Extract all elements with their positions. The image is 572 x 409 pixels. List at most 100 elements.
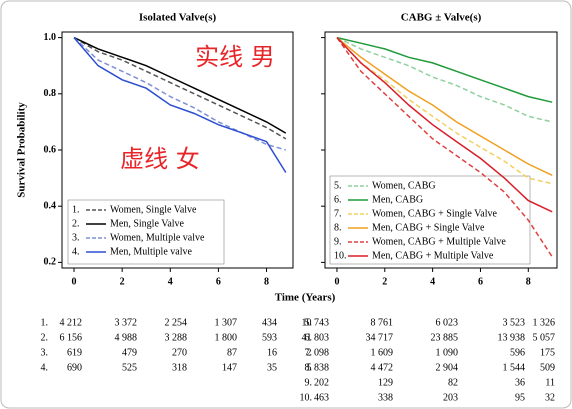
legend-number: 8. — [334, 222, 342, 233]
annotation: 虚线 女 — [120, 145, 200, 173]
at-risk-count: 82 — [448, 377, 458, 388]
at-risk-count: 95 — [515, 392, 525, 403]
row-label: 2. — [41, 332, 49, 343]
at-risk-count: 1 609 — [371, 347, 394, 358]
survival-curve — [336, 37, 553, 258]
at-risk-count: 318 — [172, 362, 187, 373]
legend-label: Men, CABG — [372, 194, 423, 205]
at-risk-count: 596 — [510, 347, 525, 358]
at-risk-count: 690 — [67, 362, 82, 373]
at-risk-count: 34 717 — [366, 332, 394, 343]
x-tick-label: 6 — [478, 276, 483, 287]
at-risk-count: 1 544 — [503, 362, 526, 373]
at-risk-count: 129 — [378, 377, 393, 388]
chart-title: CABG ± Valve(s) — [401, 12, 482, 24]
legend-label: Men, Single Valve — [110, 218, 185, 229]
row-label: 9. — [305, 377, 313, 388]
at-risk-count: 1 090 — [436, 347, 459, 358]
at-risk-count: 2 098 — [307, 347, 330, 358]
at-risk-count: 8 761 — [371, 317, 394, 328]
at-risk-count: 4 212 — [60, 317, 83, 328]
row-label: 10. — [300, 392, 313, 403]
legend-number: 5. — [334, 180, 342, 191]
at-risk-count: 3 523 — [503, 317, 526, 328]
legend-number: 6. — [334, 194, 342, 205]
y-tick-label: 0.4 — [44, 200, 57, 211]
at-risk-count: 463 — [314, 392, 329, 403]
y-tick-label: 0.2 — [44, 257, 57, 268]
legend-label: Women, CABG + Single Valve — [372, 208, 497, 219]
at-risk-count: 1 326 — [533, 317, 556, 328]
at-risk-count: 5 057 — [533, 332, 556, 343]
at-risk-count: 3 288 — [165, 332, 188, 343]
chart-title: Isolated Valve(s) — [139, 12, 217, 24]
at-risk-count: 3 372 — [115, 317, 138, 328]
legend-number: 3. — [72, 232, 80, 243]
row-label: 5. — [305, 317, 313, 328]
at-risk-count: 87 — [227, 347, 237, 358]
legend-number: 7. — [334, 208, 342, 219]
at-risk-count: 41 803 — [302, 332, 330, 343]
y-tick-label: 0.6 — [44, 144, 57, 155]
x-tick-label: 6 — [216, 276, 221, 287]
x-axis-label: Time (Years) — [275, 292, 336, 304]
at-risk-count: 2 254 — [165, 317, 188, 328]
at-risk-count: 23 885 — [431, 332, 459, 343]
survival-curve — [336, 37, 553, 185]
at-risk-count: 175 — [540, 347, 555, 358]
at-risk-count: 16 — [267, 347, 277, 358]
y-axis-label: Survival Probability — [16, 102, 28, 198]
legend-number: 2. — [72, 218, 80, 229]
at-risk-count: 479 — [122, 347, 137, 358]
x-tick-label: 2 — [382, 276, 387, 287]
at-risk-count: 619 — [67, 347, 82, 358]
at-risk-count: 147 — [222, 362, 237, 373]
x-tick-label: 0 — [334, 276, 339, 287]
at-risk-count: 5 838 — [307, 362, 330, 373]
at-risk-count: 6 156 — [60, 332, 83, 343]
at-risk-count: 525 — [122, 362, 137, 373]
at-risk-count: 35 — [267, 362, 277, 373]
at-risk-count: 203 — [443, 392, 458, 403]
x-tick-label: 4 — [430, 276, 435, 287]
at-risk-count: 4 988 — [115, 332, 138, 343]
legend-label: Women, Multiple valve — [110, 232, 205, 243]
survival-curve — [336, 36, 553, 103]
x-tick-label: 0 — [72, 276, 77, 287]
at-risk-count: 1 307 — [215, 317, 238, 328]
survival-curve — [73, 37, 287, 151]
y-tick-label: 0.8 — [44, 88, 57, 99]
row-label: 8. — [305, 362, 313, 373]
y-tick-label: 1.0 — [44, 32, 57, 43]
survival-curve — [73, 37, 287, 173]
legend-label: Women, Single Valve — [110, 204, 197, 215]
survival-curve — [73, 36, 287, 134]
row-label: 1. — [41, 317, 49, 328]
at-risk-count: 6 023 — [436, 317, 459, 328]
legend-number: 1. — [72, 204, 80, 215]
legend-label: Men, Multiple valve — [110, 246, 192, 257]
row-label: 4. — [41, 362, 49, 373]
x-tick-label: 8 — [264, 276, 269, 287]
legend-label: Men, CABG + Multiple Valve — [372, 250, 494, 261]
at-risk-count: 202 — [314, 377, 329, 388]
x-tick-label: 8 — [526, 276, 531, 287]
legend-label: Men, CABG + Single Valve — [372, 222, 485, 233]
at-risk-count: 338 — [378, 392, 393, 403]
legend-number: 4. — [72, 246, 80, 257]
survival-curve — [336, 37, 553, 213]
at-risk-count: 36 — [515, 377, 525, 388]
row-label: 3. — [41, 347, 49, 358]
survival-curve — [336, 37, 553, 176]
x-tick-label: 4 — [168, 276, 173, 287]
survival-curve — [336, 36, 553, 123]
at-risk-count: 4 472 — [371, 362, 394, 373]
at-risk-count: 270 — [172, 347, 187, 358]
x-tick-label: 2 — [120, 276, 125, 287]
at-risk-count: 32 — [545, 392, 555, 403]
legend-number: 10. — [334, 250, 347, 261]
at-risk-count: 593 — [262, 332, 277, 343]
row-label: 7. — [305, 347, 313, 358]
annotation: 实线 男 — [195, 43, 275, 71]
